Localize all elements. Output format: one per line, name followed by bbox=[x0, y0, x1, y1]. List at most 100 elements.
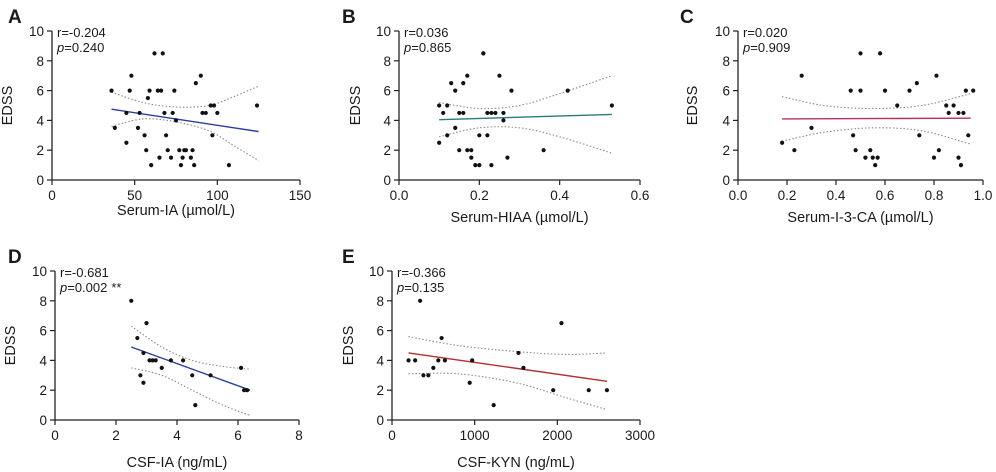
y-tick-label-d: 4 bbox=[39, 353, 47, 368]
data-point-d bbox=[242, 388, 247, 393]
x-tick-label-c: 0.4 bbox=[827, 188, 846, 203]
data-point-a bbox=[190, 148, 195, 153]
x-tick-label-e: 2000 bbox=[542, 428, 572, 443]
data-point-c bbox=[848, 88, 853, 93]
data-point-d bbox=[129, 298, 134, 303]
x-tick-label-a: 0 bbox=[48, 188, 56, 203]
data-point-a bbox=[203, 110, 208, 116]
data-point-e bbox=[418, 298, 423, 303]
data-point-b bbox=[509, 88, 514, 93]
y-tick-label-e: 6 bbox=[376, 324, 384, 339]
data-point-a bbox=[162, 110, 167, 116]
data-point-c bbox=[944, 103, 949, 108]
data-point-a bbox=[210, 133, 215, 138]
data-point-e bbox=[586, 388, 591, 393]
data-point-a bbox=[254, 103, 260, 108]
data-point-e bbox=[413, 358, 418, 363]
stat-p-value-d: =0.002 bbox=[67, 280, 107, 295]
data-point-e bbox=[470, 358, 475, 363]
data-point-a bbox=[173, 118, 179, 123]
data-point-c bbox=[966, 133, 971, 138]
data-point-a bbox=[160, 51, 165, 56]
y-tick-label-b: 10 bbox=[376, 24, 391, 39]
y-tick-label-b: 6 bbox=[383, 84, 391, 99]
data-point-b bbox=[497, 73, 502, 78]
ci-lower-c bbox=[781, 127, 971, 145]
data-point-b bbox=[457, 110, 462, 116]
data-point-c bbox=[956, 155, 961, 160]
data-point-e bbox=[467, 380, 472, 385]
data-point-c bbox=[809, 125, 814, 130]
regression-line-a bbox=[111, 108, 259, 133]
data-point-b bbox=[609, 103, 614, 108]
stat-p-symbol-d: p bbox=[59, 280, 67, 295]
panel-c: C 0 2 4 6 8 10 0.0 0.2 0.4 0.6 0.8 1.0 EDSS Serum-I-3-… bbox=[680, 7, 992, 226]
data-point-a bbox=[129, 73, 134, 78]
data-point-b bbox=[461, 110, 466, 116]
stat-p-a: p=0.240 bbox=[56, 40, 104, 55]
x-tick-label-c: 0.8 bbox=[925, 188, 944, 203]
x-axis-title-d: CSF-IA (ng/mL) bbox=[127, 455, 228, 471]
data-point-d bbox=[168, 358, 173, 363]
stat-p-symbol-b: p bbox=[403, 40, 411, 55]
data-point-c bbox=[853, 148, 858, 153]
ci-lower-b bbox=[439, 126, 613, 154]
data-point-b bbox=[457, 148, 462, 153]
data-point-b bbox=[477, 163, 482, 168]
data-point-a bbox=[211, 103, 217, 108]
data-point-c bbox=[878, 51, 883, 56]
data-point-c bbox=[917, 133, 922, 138]
data-point-d bbox=[238, 365, 244, 370]
x-tick-label-c: 0.2 bbox=[778, 188, 797, 203]
y-tick-label-c: 4 bbox=[722, 113, 730, 128]
data-point-e bbox=[521, 365, 526, 370]
data-point-e bbox=[431, 365, 436, 370]
x-axis-title-a: Serum-IA (µmol/L) bbox=[117, 203, 235, 219]
data-point-a bbox=[198, 73, 203, 78]
data-point-e bbox=[442, 358, 448, 363]
data-point-a bbox=[165, 148, 170, 153]
data-point-a bbox=[145, 95, 150, 101]
data-point-d bbox=[141, 350, 146, 356]
x-tick-label-d: 8 bbox=[295, 428, 303, 443]
panel-label-a: A bbox=[8, 7, 22, 28]
data-point-a bbox=[192, 163, 197, 168]
x-tick-label-d: 2 bbox=[112, 428, 120, 443]
data-point-b bbox=[445, 103, 450, 108]
data-point-a bbox=[155, 88, 160, 93]
data-point-c bbox=[951, 103, 956, 108]
data-point-e bbox=[516, 350, 521, 356]
data-point-d bbox=[193, 403, 198, 408]
y-tick-label-e: 10 bbox=[369, 264, 384, 279]
y-tick-label-e: 2 bbox=[376, 383, 384, 398]
stat-r-c: r=0.020 bbox=[743, 25, 787, 40]
data-point-c bbox=[946, 110, 951, 116]
data-point-c bbox=[895, 103, 900, 108]
data-point-e bbox=[439, 335, 444, 341]
stat-p-symbol-c: p bbox=[742, 40, 750, 55]
data-point-b bbox=[489, 110, 494, 116]
data-point-c bbox=[914, 81, 919, 86]
data-point-b bbox=[469, 148, 474, 153]
data-point-c bbox=[956, 110, 961, 116]
panel-e: E 0 2 4 6 8 10 0 1000 2000 3000 EDSS CSF-KYN (ng/mL)… bbox=[341, 247, 655, 471]
ci-lower-a bbox=[111, 118, 259, 162]
data-point-b bbox=[469, 155, 474, 160]
data-point-b bbox=[481, 51, 486, 56]
data-point-a bbox=[170, 110, 175, 116]
panel-d: D 0 2 4 6 8 10 0 2 4 6 8 EDSS CSF-IA (ng/mL) r=-0.681p… bbox=[3, 247, 303, 471]
data-point-b bbox=[485, 133, 490, 138]
x-tick-label-a: 50 bbox=[127, 188, 142, 203]
data-point-b bbox=[441, 110, 446, 116]
data-point-a bbox=[109, 88, 114, 93]
data-point-b bbox=[465, 73, 470, 78]
stat-r-d: r=-0.681 bbox=[60, 265, 109, 280]
data-point-c bbox=[971, 88, 976, 93]
x-tick-label-d: 4 bbox=[173, 428, 181, 443]
ci-upper-c bbox=[781, 93, 971, 110]
stat-p-c: p=0.909 bbox=[742, 40, 790, 55]
data-point-c bbox=[873, 163, 878, 168]
data-point-d bbox=[147, 358, 152, 363]
y-tick-label-e: 8 bbox=[376, 294, 384, 309]
